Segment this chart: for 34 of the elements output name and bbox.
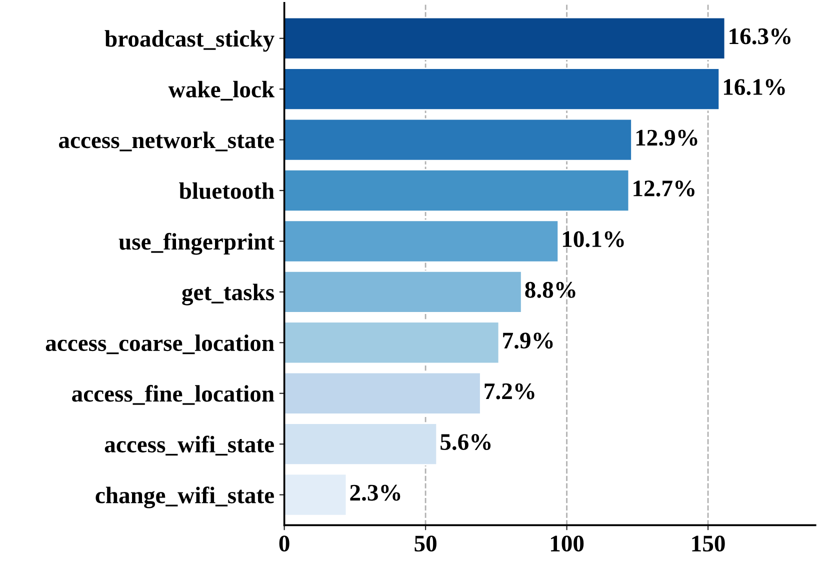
- x-tick-label: 100: [550, 536, 584, 552]
- annotation: 7.9%: [503, 332, 553, 349]
- bar: [284, 270, 522, 314]
- y-tick-label: use_fingerprint: [118, 232, 274, 255]
- annotation: 8.8%: [525, 282, 576, 298]
- x-tick-label: 50: [414, 536, 436, 552]
- x-tick-label: 0: [279, 536, 290, 552]
- y-tick-label: get_tasks: [182, 284, 274, 306]
- bar: [284, 16, 726, 60]
- annotation: 12.9%: [636, 130, 698, 146]
- bar: [284, 321, 500, 364]
- y-tick-label: bluetooth: [179, 182, 274, 199]
- y-tick-label: access_wifi_state: [104, 436, 274, 456]
- y-tick-label: access_coarse_location: [46, 334, 274, 354]
- y-tick-label: wake_lock: [168, 80, 275, 101]
- bar: [284, 220, 560, 263]
- annotation: 16.1%: [724, 79, 785, 96]
- bar: [284, 68, 720, 111]
- x-tick-label: 150: [692, 536, 725, 552]
- bar: [284, 473, 348, 516]
- y-tick-label: access_fine_location: [72, 384, 274, 405]
- annotation: 2.3%: [350, 484, 400, 501]
- y-tick-label: change_wifi_state: [96, 486, 274, 508]
- annotation: 12.7%: [634, 180, 694, 197]
- y-tick-label: access_network_state: [58, 132, 274, 152]
- bar: [284, 169, 630, 212]
- bar: [284, 372, 482, 415]
- y-tick-label: broadcast_sticky: [104, 30, 274, 52]
- bar: [284, 118, 632, 162]
- annotation: 16.3%: [730, 28, 790, 44]
- annotation: 7.2%: [484, 383, 534, 400]
- annotation: 5.6%: [440, 434, 491, 450]
- annotation: 10.1%: [562, 231, 624, 248]
- bar: [284, 422, 438, 466]
